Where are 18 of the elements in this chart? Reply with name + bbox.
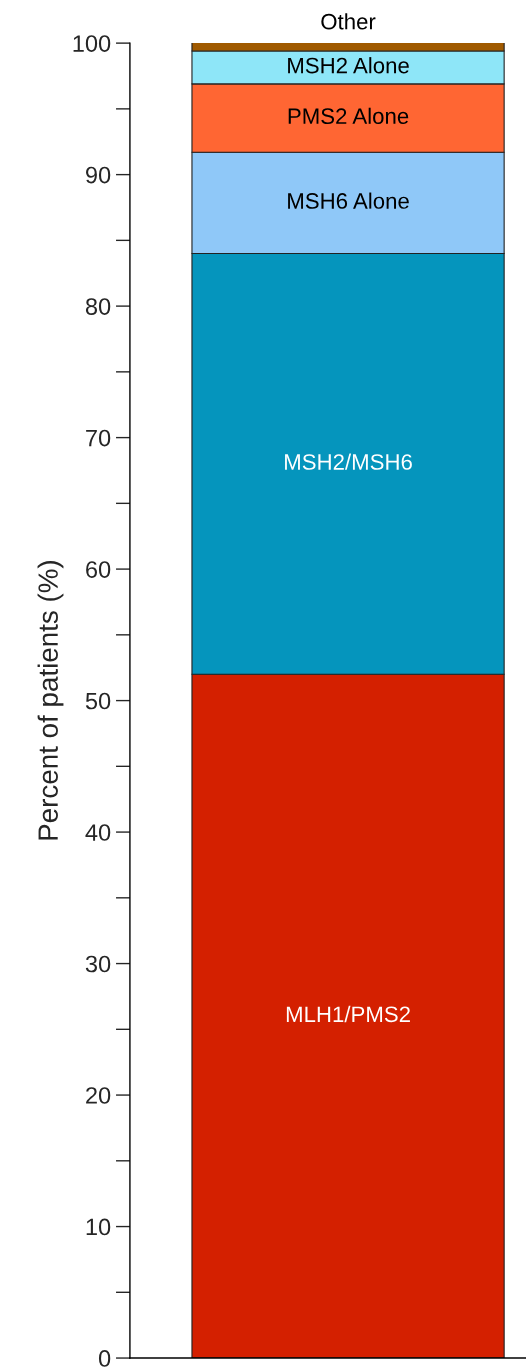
- y-tick-label: 50: [85, 692, 111, 710]
- series-label: MSH6 Alone: [288, 192, 409, 209]
- series-label: MSH2 Alone: [288, 57, 409, 74]
- series-label: MLH1/PMS2: [286, 1005, 410, 1023]
- y-tick-label: 30: [85, 955, 111, 973]
- y-tick-label: 70: [86, 429, 111, 447]
- y-tick-label: 0: [98, 1350, 111, 1367]
- y-tick-label: 20: [86, 1087, 111, 1104]
- y-tick-label: 90: [86, 166, 111, 184]
- series-label: PMS2 Alone: [288, 107, 409, 125]
- series-label: Other: [321, 13, 376, 30]
- y-tick-label: 80: [85, 298, 111, 315]
- y-axis-title: Percent of patients (%): [37, 561, 64, 840]
- y-tick-label: 60: [86, 561, 111, 578]
- series-label: MSH2/MSH6: [285, 453, 412, 470]
- y-tick-label: 10: [86, 1218, 111, 1236]
- y-tick-label: 100: [73, 35, 111, 52]
- y-tick-label: 40: [85, 824, 111, 841]
